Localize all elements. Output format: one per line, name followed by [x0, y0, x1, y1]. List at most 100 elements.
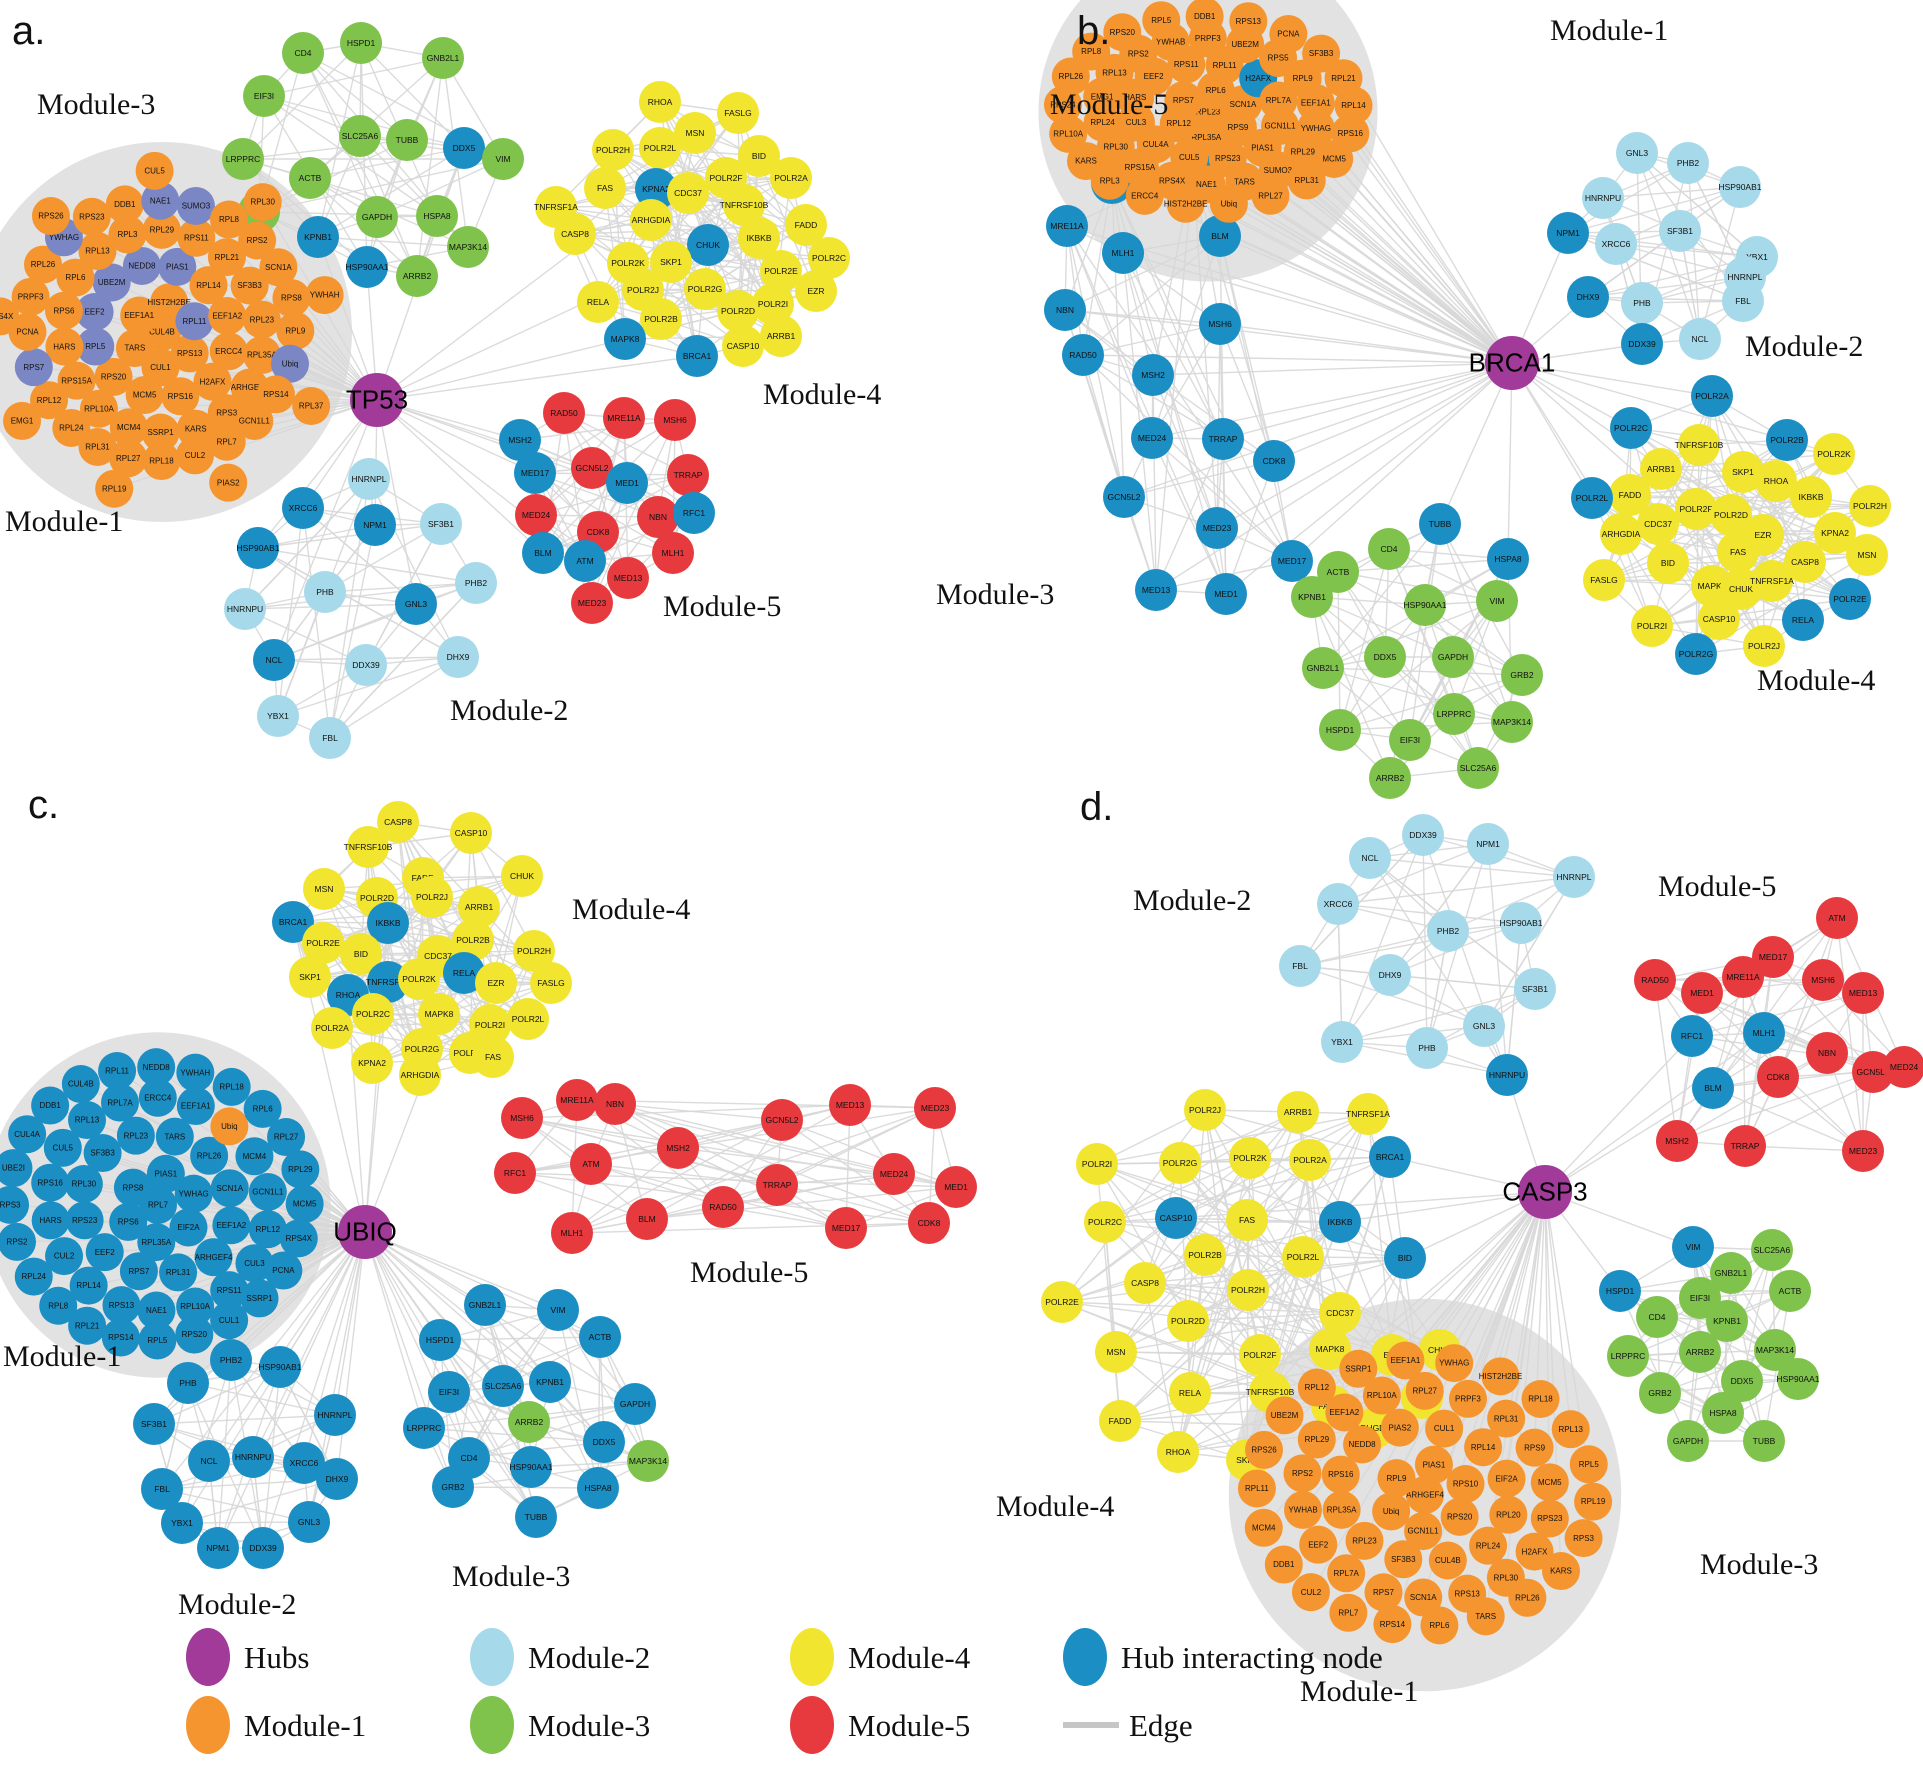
- node-RPS2[interactable]: [238, 221, 277, 260]
- node-TNFRSF1A[interactable]: [1751, 560, 1793, 602]
- node-BRCA1[interactable]: [1369, 1136, 1411, 1178]
- node-XRCC6[interactable]: [1317, 883, 1359, 925]
- node-CASP8[interactable]: [1124, 1262, 1166, 1304]
- node-RPS20[interactable]: [1103, 13, 1142, 52]
- node-MED23[interactable]: [1196, 507, 1238, 549]
- node-CUL2[interactable]: [1291, 1573, 1330, 1612]
- node-TNFRSF1A[interactable]: [1347, 1093, 1389, 1135]
- hub-node-TP53[interactable]: [350, 373, 404, 427]
- node-MAP3K14[interactable]: [1754, 1329, 1796, 1371]
- node-RPL24[interactable]: [1469, 1526, 1508, 1565]
- node-RFC1[interactable]: [673, 492, 715, 534]
- node-MSH2[interactable]: [1132, 354, 1174, 396]
- node-POLR2K[interactable]: [1813, 433, 1855, 475]
- node-DHX9[interactable]: [437, 636, 479, 678]
- node-EEF1A2[interactable]: [212, 1206, 251, 1245]
- node-RPL11[interactable]: [1237, 1469, 1276, 1508]
- node-MED13[interactable]: [607, 557, 649, 599]
- node-Ubiq[interactable]: [1209, 184, 1248, 223]
- node-POLR2B[interactable]: [1184, 1234, 1226, 1276]
- node-ARRB2[interactable]: [396, 255, 438, 297]
- node-TUBB[interactable]: [1743, 1420, 1785, 1462]
- node-KPNA2[interactable]: [1814, 512, 1856, 554]
- node-GAPDH[interactable]: [356, 196, 398, 238]
- node-Ubiq[interactable]: [1372, 1492, 1411, 1531]
- node-MLH1[interactable]: [1743, 1012, 1785, 1054]
- node-GCN1L1[interactable]: [235, 401, 274, 440]
- node-DHX9[interactable]: [1567, 276, 1609, 318]
- node-CUL4B[interactable]: [1428, 1541, 1467, 1580]
- node-TNFRSF10B[interactable]: [723, 184, 765, 226]
- node-SUMO3[interactable]: [176, 186, 215, 225]
- node-MED23[interactable]: [1842, 1130, 1884, 1172]
- node-POLR2D[interactable]: [717, 290, 759, 332]
- node-RPS23[interactable]: [72, 197, 111, 236]
- node-GCN5L2[interactable]: [571, 447, 613, 489]
- node-DDB1[interactable]: [31, 1086, 70, 1125]
- node-SF3B3[interactable]: [1384, 1540, 1423, 1579]
- node-TUBB[interactable]: [386, 119, 428, 161]
- node-IKBKB[interactable]: [1319, 1201, 1361, 1243]
- node-SSRP1[interactable]: [141, 413, 180, 452]
- node-GRB2[interactable]: [1501, 654, 1543, 696]
- node-TRRAP[interactable]: [667, 454, 709, 496]
- node-MCM5[interactable]: [285, 1184, 324, 1223]
- node-SKP1[interactable]: [289, 956, 331, 998]
- node-RPL7A[interactable]: [101, 1083, 140, 1122]
- node-RPL10A[interactable]: [176, 1287, 215, 1326]
- node-HNRNPU[interactable]: [232, 1436, 274, 1478]
- node-VIM[interactable]: [1476, 580, 1518, 622]
- node-RPS13[interactable]: [102, 1286, 141, 1325]
- node-CUL2[interactable]: [175, 436, 214, 475]
- node-TRRAP[interactable]: [756, 1164, 798, 1206]
- node-RPL5[interactable]: [1569, 1445, 1608, 1484]
- node-BLM[interactable]: [626, 1198, 668, 1240]
- node-PIAS2[interactable]: [209, 463, 248, 502]
- node-DDX39[interactable]: [1402, 814, 1444, 856]
- node-ERCC4[interactable]: [209, 332, 248, 371]
- node-SF3B1[interactable]: [420, 503, 462, 545]
- node-MED13[interactable]: [1842, 972, 1884, 1014]
- node-BID[interactable]: [340, 933, 382, 975]
- node-RPL27[interactable]: [267, 1118, 306, 1157]
- node-RPS2[interactable]: [0, 1222, 37, 1261]
- node-TUBB[interactable]: [1419, 503, 1461, 545]
- node-ARRB2[interactable]: [1369, 757, 1411, 799]
- node-POLR2C[interactable]: [352, 993, 394, 1035]
- node-YWHAH[interactable]: [176, 1053, 215, 1092]
- node-CUL5[interactable]: [43, 1128, 82, 1167]
- node-MED23[interactable]: [571, 582, 613, 624]
- node-NPM1[interactable]: [197, 1527, 239, 1569]
- node-TUBB[interactable]: [515, 1496, 557, 1538]
- node-MED24[interactable]: [873, 1153, 915, 1195]
- node-PHB[interactable]: [1621, 282, 1663, 324]
- node-PIAS2[interactable]: [1380, 1408, 1419, 1447]
- node-XRCC6[interactable]: [282, 487, 324, 529]
- node-POLR2K[interactable]: [398, 958, 440, 1000]
- node-MSN[interactable]: [303, 868, 345, 910]
- node-IKBKB[interactable]: [738, 217, 780, 259]
- hub-node-UBIQ[interactable]: [338, 1205, 392, 1259]
- node-FBL[interactable]: [141, 1468, 183, 1510]
- node-HSP90AB1[interactable]: [1719, 166, 1761, 208]
- node-PHB[interactable]: [1406, 1027, 1448, 1069]
- node-POLR2B[interactable]: [640, 298, 682, 340]
- node-CDC37[interactable]: [1319, 1292, 1361, 1334]
- node-DDB1[interactable]: [105, 185, 144, 224]
- node-SF3B3[interactable]: [230, 266, 269, 305]
- node-RPL6[interactable]: [56, 258, 95, 297]
- node-RPS16[interactable]: [31, 1163, 70, 1202]
- node-ARRB2[interactable]: [508, 1401, 550, 1443]
- node-RPL5[interactable]: [1142, 1, 1181, 40]
- node-EIF3I[interactable]: [243, 75, 285, 117]
- node-NCL[interactable]: [188, 1440, 230, 1482]
- node-RPL27[interactable]: [1405, 1371, 1444, 1410]
- node-GNB2L1[interactable]: [1710, 1252, 1752, 1294]
- node-RPS6[interactable]: [44, 291, 83, 330]
- node-FAS[interactable]: [1226, 1199, 1268, 1241]
- node-RPL3[interactable]: [108, 215, 147, 254]
- node-RPS14[interactable]: [101, 1318, 140, 1357]
- node-BID[interactable]: [1384, 1237, 1426, 1279]
- node-H2AFX[interactable]: [193, 362, 232, 401]
- node-HSPD1[interactable]: [340, 22, 382, 64]
